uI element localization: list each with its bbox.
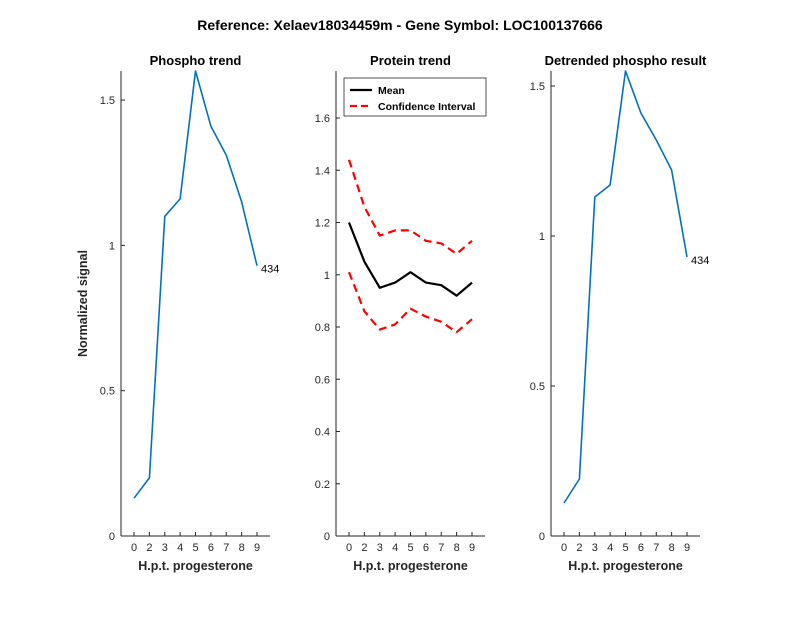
y-tick-label: 1.5 [530,81,545,93]
y-tick-label: 1 [324,270,330,282]
y-tick-label: 1 [109,240,115,252]
y-tick-label: 1.4 [315,165,330,177]
x-tick-label: 2 [576,542,582,554]
x-tick-label: 6 [423,542,429,554]
y-tick-label: 0.4 [315,427,330,439]
x-tick-label: 9 [254,542,260,554]
panel-title: Detrended phospho result [545,53,707,68]
mean-line [347,222,473,297]
x-tick-label: 2 [361,542,367,554]
x-axis-label: H.p.t. progesterone [138,559,253,573]
ci-upper-line [347,159,473,255]
x-tick-label: 3 [592,542,598,554]
y-tick-label: 1.2 [315,218,330,230]
x-tick-label: 7 [653,542,659,554]
x-axis-label: H.p.t. progesterone [353,559,468,573]
x-tick-label: 2 [146,542,152,554]
phospho-line [563,70,688,504]
x-tick-label: 0 [131,542,137,554]
panel-2: 0 2 3 4 5 6 7 8 900.20.40.60.811.21.41.6Protein … [315,53,487,573]
x-tick-label: 3 [162,542,168,554]
y-tick-label: 1.5 [100,95,115,107]
panel-title: Protein trend [370,53,451,68]
x-tick-label: 6 [638,542,644,554]
legend-mean-label: Mean [378,85,405,97]
x-tick-label: 7 [438,542,444,554]
x-tick-label: 5 [407,542,413,554]
y-tick-label: 0.6 [315,374,330,386]
x-tick-label: 8 [669,542,675,554]
x-tick-label: 9 [684,542,690,554]
x-tick-label: 8 [239,542,245,554]
y-tick-label: 0 [539,531,545,543]
x-tick-label: 8 [454,542,460,554]
y-tick-label: 1 [539,231,545,243]
ci-lower-line [347,271,473,334]
x-axis-label: H.p.t. progesterone [568,559,683,573]
figure-suptitle: Reference: Xelaev18034459m - Gene Symbol… [197,17,603,33]
x-tick-label: 9 [469,542,475,554]
x-tick-label: 5 [192,542,198,554]
x-tick-label: 0 [346,542,352,554]
y-tick-label: 0.5 [100,386,115,398]
y-tick-label: 0.8 [315,322,330,334]
x-tick-label: 4 [607,542,613,554]
x-tick-label: 5 [622,542,628,554]
y-tick-label: 0 [109,531,115,543]
x-tick-label: 6 [208,542,214,554]
point-annotation: 434 [691,255,709,267]
y-tick-label: 0.5 [530,381,545,393]
y-axis-label: Normalized signal [76,250,90,357]
x-tick-label: 3 [377,542,383,554]
point-annotation: 434 [261,264,279,276]
x-tick-label: 7 [223,542,229,554]
legend-ci-label: Confidence Interval [378,101,476,113]
y-tick-label: 1.6 [315,113,330,125]
phospho-line [133,70,258,499]
y-tick-label: 0.2 [315,479,330,491]
panel-title: Phospho trend [150,53,242,68]
y-tick-label: 0 [324,531,330,543]
x-tick-label: 0 [561,542,567,554]
x-tick-label: 4 [392,542,398,554]
x-tick-label: 4 [177,542,183,554]
legend-box [343,77,487,117]
